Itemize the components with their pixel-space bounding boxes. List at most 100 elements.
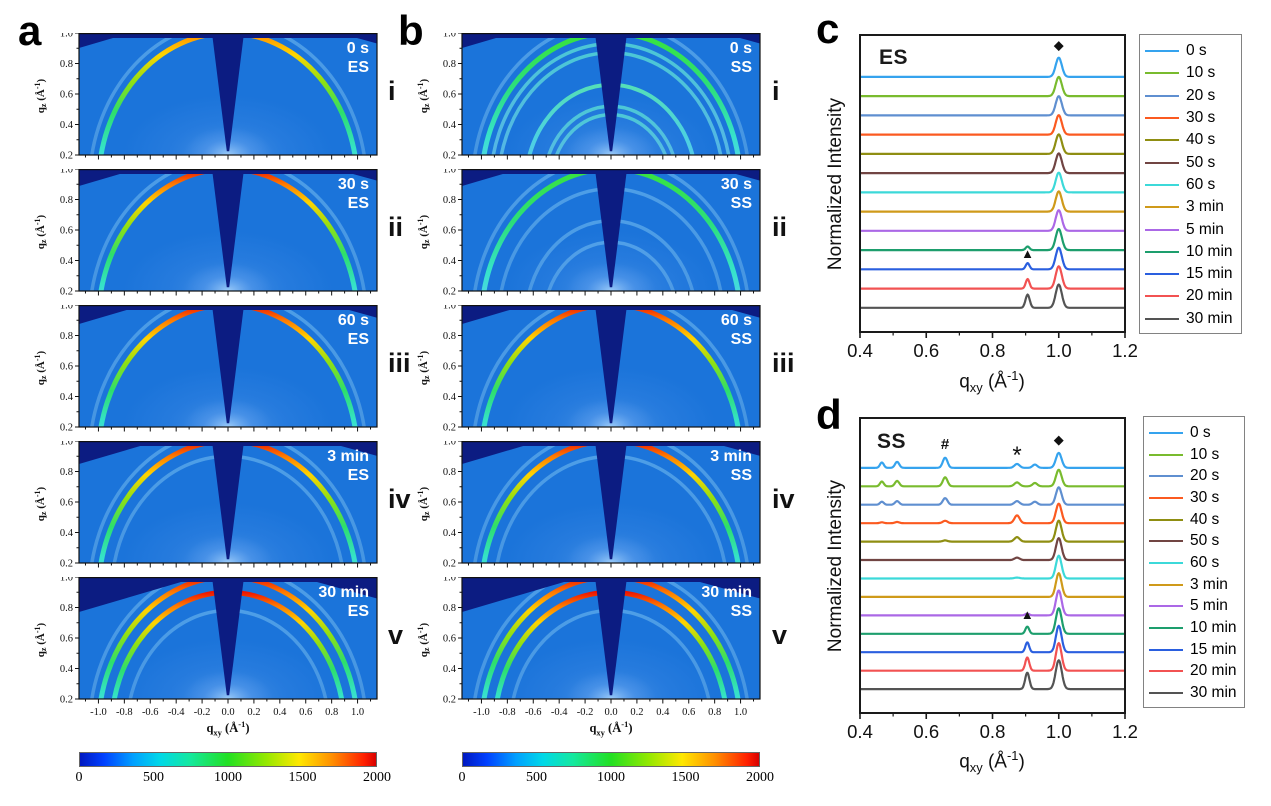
legend-item-label: 20 s xyxy=(1186,86,1216,104)
y-tick-label: 0.2 xyxy=(60,559,73,570)
qz-axis-label: qz (Å-1) xyxy=(33,350,48,385)
qz-axis-label: qz (Å-1) xyxy=(416,78,431,113)
y-tick-label: 0.6 xyxy=(443,498,456,509)
legend-item-15-min: 15 min xyxy=(1149,639,1242,661)
legend-item-60-s: 60 s xyxy=(1145,174,1239,196)
chart-d-y-axis-title: Normalized Intensity xyxy=(825,479,846,653)
tile-time-label: 3 min SS xyxy=(710,447,752,485)
legend-item-0-s: 0 s xyxy=(1145,40,1239,62)
legend-color-line xyxy=(1145,273,1179,276)
peak-marker-diamond: ◆ xyxy=(1054,37,1064,52)
legend-color-line xyxy=(1149,518,1183,521)
giwaxs-tile-b-v: 1.0 0.8 0.6 0.4 0.2 -1.0 -0.8 -0.6 -0.4 -0.2 0.0 0.… xyxy=(416,573,762,730)
chart-x-tick-label: 0.6 xyxy=(913,721,939,742)
row-numeral-b-v: v xyxy=(772,620,788,650)
legend-item-label: 15 min xyxy=(1190,640,1237,658)
legend-color-line xyxy=(1145,117,1179,120)
legend-item-3-min: 3 min xyxy=(1145,196,1239,218)
y-tick-label: 0.6 xyxy=(443,362,456,373)
curve-c-15-min xyxy=(859,246,1126,271)
colorbar-tick-label: 1500 xyxy=(288,770,317,785)
panel-letter-a: a xyxy=(18,7,42,54)
curve-c-20-min xyxy=(859,265,1126,290)
chart-x-tick-label: 1.2 xyxy=(1112,340,1138,361)
tile-time-label: 30 min SS xyxy=(701,583,752,621)
y-tick-label: 0.8 xyxy=(443,603,456,614)
legend-item-40-s: 40 s xyxy=(1145,129,1239,151)
giwaxs-tile-a-ii: 1.0 0.8 0.6 0.4 0.2 qz (Å-1) 30 s ES xyxy=(33,165,379,304)
legend-color-line xyxy=(1145,183,1179,186)
y-tick-label: 1.0 xyxy=(60,577,73,584)
legend-color-line xyxy=(1145,295,1179,298)
x-tick-label: -0.2 xyxy=(577,707,594,718)
legend-item-40-s: 40 s xyxy=(1149,509,1242,531)
giwaxs-image-b-v: 1.0 0.8 0.6 0.4 0.2 -1.0 -0.8 -0.6 -0.4 -0.2 0.0 0.… xyxy=(416,573,761,718)
tile-sample-text: SS xyxy=(730,59,752,76)
chart-c-x-axis-title: qxy (Å-1) xyxy=(959,368,1025,396)
curve-c-10-s xyxy=(859,75,1126,98)
legend-color-line xyxy=(1149,475,1183,478)
chart-x-tick-label: 0.4 xyxy=(847,340,873,361)
curve-d-5-min xyxy=(859,589,1126,617)
y-tick-label: 0.6 xyxy=(60,90,73,101)
beamstop-wedge xyxy=(595,33,627,152)
legend-item-20-s: 20 s xyxy=(1145,85,1239,107)
colorbar-tick-label: 2000 xyxy=(363,770,391,785)
tile-time-text: 3 min xyxy=(327,448,369,465)
y-tick-label: 0.2 xyxy=(60,287,73,298)
legend-item-label: 10 s xyxy=(1186,64,1216,82)
chart-d-legend: 0 s 10 s 20 s 30 s 40 s 50 s 60 s 3 min 5 min 10 … xyxy=(1143,416,1245,708)
giwaxs-tile-a-iv: 1.0 0.8 0.6 0.4 0.2 qz (Å-1) 3 min ES xyxy=(33,437,379,576)
legend-item-label: 50 s xyxy=(1186,153,1216,171)
legend-color-line xyxy=(1145,250,1179,253)
curve-c-20-s xyxy=(859,95,1126,117)
tile-time-label: 0 s SS xyxy=(730,39,752,77)
tile-sample-text: SS xyxy=(730,467,752,484)
legend-item-10-min: 10 min xyxy=(1149,617,1242,639)
tile-sample-text: SS xyxy=(730,331,752,348)
x-tick-label: -0.8 xyxy=(499,707,516,718)
detector-top-band xyxy=(462,441,760,446)
legend-item-3-min: 3 min xyxy=(1149,574,1242,596)
row-numeral-a-v: v xyxy=(388,620,404,650)
colorbar-a-gradient xyxy=(79,752,377,767)
curve-c-30-s xyxy=(859,114,1126,136)
peak-marker-asterisk: * xyxy=(1012,442,1021,469)
y-tick-label: 0.4 xyxy=(60,120,74,131)
y-tick-label: 1.0 xyxy=(60,169,73,176)
panel-letter-d: d xyxy=(816,391,842,438)
y-tick-label: 1.0 xyxy=(60,305,73,312)
y-tick-label: 0.6 xyxy=(60,226,73,237)
legend-item-label: 15 min xyxy=(1186,265,1233,283)
chart-c-y-axis-title: Normalized Intensity xyxy=(825,97,846,271)
y-tick-label: 0.6 xyxy=(60,634,73,645)
tile-time-text: 30 min xyxy=(318,584,369,601)
legend-item-label: 50 s xyxy=(1190,532,1220,550)
curve-d-3-min xyxy=(859,572,1126,598)
legend-item-label: 3 min xyxy=(1186,198,1224,216)
curve-d-10-s xyxy=(859,468,1126,488)
chart-c-legend: 0 s 10 s 20 s 30 s 40 s 50 s 60 s 3 min 5 min 10 … xyxy=(1139,34,1242,334)
giwaxs-image-b-i: 1.0 0.8 0.6 0.4 0.2 qz (Å-1) xyxy=(416,29,761,162)
legend-item-label: 60 s xyxy=(1190,553,1220,571)
x-tick-label: 0.0 xyxy=(604,707,617,718)
detector-top-band xyxy=(79,169,377,174)
legend-color-line xyxy=(1145,72,1179,75)
curve-d-40-s xyxy=(859,519,1126,543)
giwaxs-detector-area xyxy=(79,33,377,155)
curve-c-10-min xyxy=(859,227,1126,252)
x-tick-label: 1.0 xyxy=(734,707,747,718)
legend-item-label: 0 s xyxy=(1186,42,1207,60)
y-tick-label: 0.8 xyxy=(60,331,73,342)
colorbar-tick-label: 500 xyxy=(143,770,164,785)
tile-time-label: 60 s SS xyxy=(721,311,752,349)
tile-sample-text: ES xyxy=(347,467,369,484)
x-tick-label: -0.4 xyxy=(168,707,185,718)
y-tick-label: 0.4 xyxy=(60,528,74,539)
y-tick-label: 0.2 xyxy=(60,423,73,434)
beamstop-wedge xyxy=(212,33,244,152)
tile-time-label: 30 s ES xyxy=(338,175,369,213)
curve-d-60-s xyxy=(859,554,1126,580)
y-tick-label: 0.4 xyxy=(443,528,457,539)
legend-item-label: 20 min xyxy=(1186,287,1233,305)
